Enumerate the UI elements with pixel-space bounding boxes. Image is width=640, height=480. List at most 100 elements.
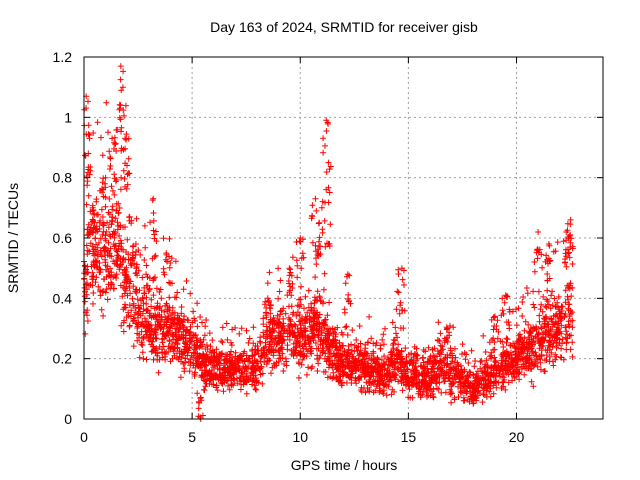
data-point <box>457 385 464 392</box>
data-point <box>411 343 418 350</box>
data-point <box>150 292 157 299</box>
data-point <box>309 363 316 370</box>
data-point <box>403 353 410 360</box>
data-point <box>85 282 92 289</box>
data-point <box>186 344 193 351</box>
data-point <box>156 305 162 312</box>
data-point <box>323 186 330 193</box>
data-point <box>437 330 444 337</box>
data-point <box>112 215 119 222</box>
data-point <box>379 388 386 395</box>
data-point <box>515 370 522 377</box>
data-point <box>311 323 318 329</box>
data-point <box>245 365 251 372</box>
data-point <box>522 363 528 370</box>
data-point <box>531 268 538 275</box>
data-point <box>124 171 131 178</box>
data-point <box>84 269 91 276</box>
data-point <box>251 382 258 389</box>
data-point <box>428 365 435 372</box>
data-point <box>98 306 105 313</box>
data-point <box>146 333 153 340</box>
data-point <box>554 299 561 306</box>
data-point <box>345 291 352 298</box>
data-point <box>294 262 301 269</box>
data-point <box>314 297 321 304</box>
data-point <box>363 350 370 357</box>
data-point <box>366 387 373 393</box>
data-point <box>526 355 533 361</box>
data-point <box>562 334 569 341</box>
data-point <box>141 257 148 263</box>
data-point <box>488 316 495 323</box>
data-point <box>267 319 274 326</box>
data-point <box>102 232 109 239</box>
data-point <box>410 354 417 361</box>
data-point <box>221 360 227 367</box>
data-point <box>193 337 200 344</box>
data-point <box>166 235 173 242</box>
data-point <box>340 342 347 349</box>
data-point <box>356 323 363 329</box>
data-point <box>469 383 476 390</box>
data-point <box>90 259 97 266</box>
data-point <box>91 263 98 269</box>
data-point <box>162 333 169 340</box>
data-point <box>438 358 444 365</box>
data-point <box>344 332 351 338</box>
data-point <box>253 377 260 384</box>
data-point <box>382 325 388 332</box>
data-point <box>353 337 360 343</box>
data-point <box>545 241 552 247</box>
data-point <box>366 372 372 379</box>
data-point <box>543 314 550 321</box>
data-point <box>99 221 106 228</box>
data-point <box>523 354 530 361</box>
data-point <box>359 361 366 368</box>
data-point <box>520 350 527 357</box>
data-point <box>414 380 421 387</box>
data-point <box>332 337 339 344</box>
data-point <box>393 306 400 313</box>
data-point <box>449 358 456 365</box>
data-point <box>491 379 498 386</box>
data-point <box>153 326 159 333</box>
data-point <box>139 274 146 281</box>
data-point <box>216 351 223 358</box>
data-point <box>258 363 265 370</box>
data-point <box>318 329 325 336</box>
data-point <box>136 354 143 361</box>
data-point <box>153 285 160 292</box>
data-point <box>437 342 444 349</box>
data-point <box>238 353 245 360</box>
data-point <box>298 283 304 290</box>
data-point <box>195 405 202 412</box>
data-point <box>124 162 130 169</box>
data-point <box>528 345 535 352</box>
data-point <box>562 287 569 294</box>
data-point <box>148 348 155 355</box>
data-point <box>304 309 311 316</box>
data-point <box>200 386 207 393</box>
data-point <box>327 221 334 228</box>
data-point <box>237 386 244 393</box>
data-point <box>313 207 320 214</box>
data-point <box>283 327 290 334</box>
data-point <box>173 294 180 301</box>
data-point <box>431 357 438 364</box>
data-point <box>124 275 131 282</box>
data-point <box>463 351 470 358</box>
data-point <box>314 288 321 295</box>
data-point <box>289 285 296 291</box>
data-point <box>321 270 328 277</box>
data-point <box>140 355 147 362</box>
data-point <box>197 352 204 359</box>
data-point <box>143 356 150 363</box>
data-point <box>87 167 94 174</box>
data-point <box>165 313 172 320</box>
data-point <box>491 323 498 329</box>
data-point <box>262 310 269 316</box>
data-point <box>537 366 544 373</box>
data-point <box>123 131 130 138</box>
data-point <box>87 226 93 233</box>
